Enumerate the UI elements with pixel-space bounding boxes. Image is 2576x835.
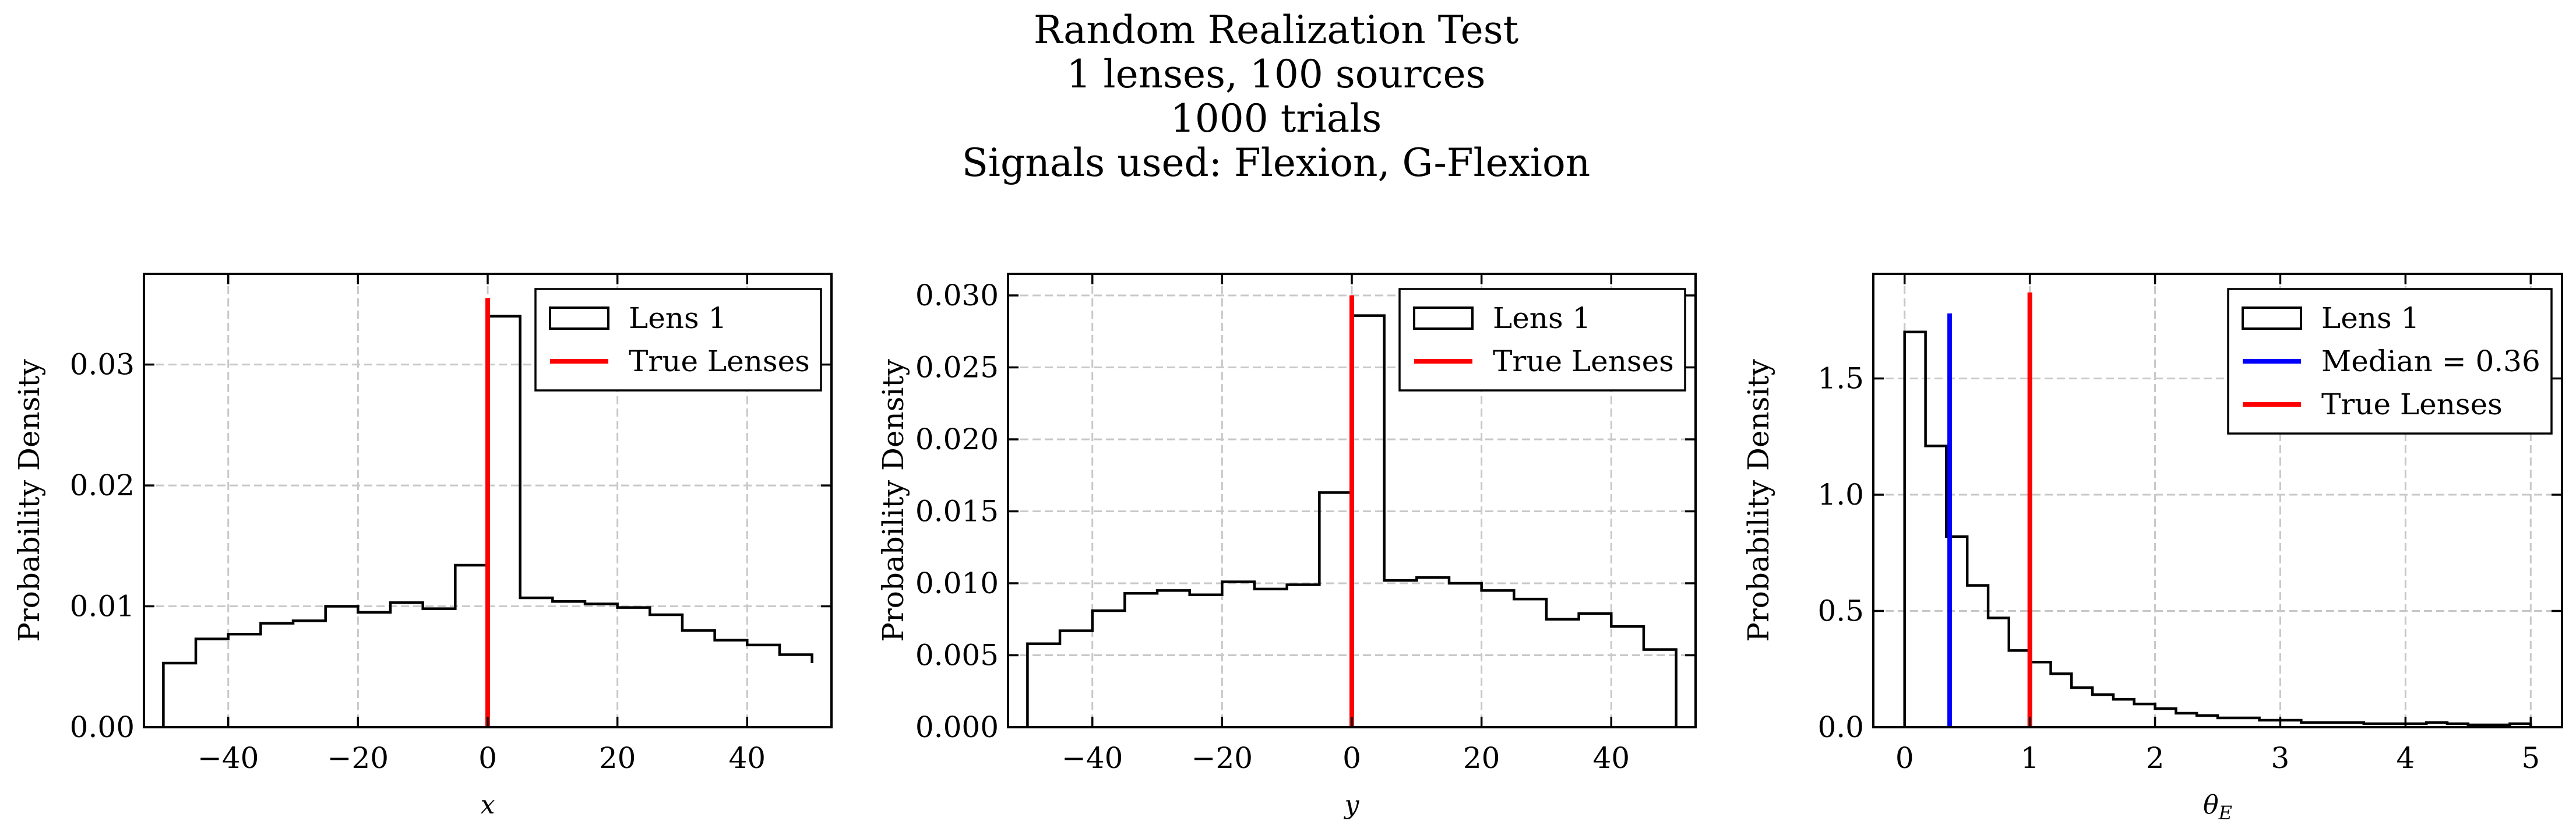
chart-1-ytick-label-3: 0.015	[915, 495, 999, 529]
chart-1-ytick-label-2: 0.010	[915, 566, 999, 600]
chart-2-xtick-label-5: 5	[2521, 741, 2540, 775]
chart-2-xtick-label-4: 4	[2396, 741, 2415, 775]
chart-1-ylabel: Probability Density	[876, 358, 910, 642]
chart-2-ytick-label-3: 1.5	[1817, 362, 1864, 396]
histogram-panel-theta-e: 0 1 2 3 4 5 0.0 0.5 1.0 1.5 θE Probability Density L…	[1742, 273, 2563, 824]
chart-1-legend-label-0: Lens 1	[1493, 301, 1591, 335]
chart-0-xtick-label-2: 0	[478, 741, 497, 775]
chart-2-ytick-label-2: 1.0	[1817, 478, 1864, 512]
chart-0-xtick-label-1: −20	[327, 741, 389, 775]
chart-1-xtick-label-0: −40	[1062, 741, 1123, 775]
chart-2-legend: Lens 1 Median = 0.36 True Lenses	[2227, 288, 2553, 435]
chart-2-axes-frame	[1872, 273, 2563, 728]
chart-1-ytick-label-0: 0.000	[915, 710, 999, 744]
chart-0-legend-label-1: True Lenses	[629, 344, 810, 378]
chart-0-ytick-label-1: 0.01	[70, 590, 135, 623]
chart-0-legend-swatch-0	[549, 306, 609, 330]
chart-1-ytick-label-5: 0.025	[915, 351, 999, 385]
chart-0-xtick-label-3: 20	[599, 741, 636, 775]
chart-1-xtick-label-2: 0	[1342, 741, 1361, 775]
chart-0-ylabel: Probability Density	[12, 358, 46, 642]
chart-0-legend-label-0: Lens 1	[629, 301, 727, 335]
chart-0-ytick-label-0: 0.00	[70, 710, 135, 744]
chart-0-ytick-label-3: 0.03	[70, 348, 135, 382]
chart-2-xtick-label-0: 0	[1895, 741, 1914, 775]
histogram-panel-x: −40 −20 0 20 40 0.00 0.01 0.02 0.03 x Probability …	[12, 273, 833, 820]
chart-0-legend: Lens 1 True Lenses	[534, 288, 822, 392]
chart-1-ytick-label-1: 0.005	[915, 639, 999, 672]
chart-0-ytick-label-2: 0.02	[70, 468, 135, 502]
chart-2-legend-label-0: Lens 1	[2321, 301, 2419, 335]
chart-1-legend-label-1: True Lenses	[1493, 344, 1674, 378]
chart-1-xtick-label-4: 40	[1592, 741, 1630, 775]
figure-title-line-2: 1 lenses, 100 sources	[1067, 52, 1486, 97]
chart-0-xtick-label-4: 40	[728, 741, 766, 775]
chart-1-ytick-label-4: 0.020	[915, 422, 999, 456]
chart-0-xtick-label-0: −40	[198, 741, 259, 775]
chart-2-ytick-label-1: 0.5	[1817, 594, 1864, 628]
chart-2-xtick-label-1: 1	[2021, 741, 2039, 775]
figure-title-line-3: 1000 trials	[1171, 96, 1382, 141]
chart-1-legend-swatch-0	[1413, 306, 1474, 330]
chart-2-xtick-label-3: 3	[2271, 741, 2290, 775]
chart-1-legend-frame	[1398, 288, 1686, 392]
chart-2-histogram-step	[1903, 330, 2532, 727]
chart-1-legend: Lens 1 True Lenses	[1398, 288, 1686, 392]
chart-2-legend-label-2: True Lenses	[2321, 387, 2503, 421]
figure-title-line-1: Random Realization Test	[1034, 8, 1518, 52]
chart-1-xtick-label-1: −20	[1192, 741, 1253, 775]
figure-title: Random Realization Test 1 lenses, 100 so…	[962, 8, 1591, 185]
chart-0-xlabel: x	[481, 790, 495, 820]
chart-0-legend-frame	[534, 288, 822, 392]
chart-1-xtick-label-3: 20	[1463, 741, 1500, 775]
chart-2-xtick-label-2: 2	[2146, 741, 2165, 775]
chart-2-xlabel: θE	[2203, 790, 2232, 824]
chart-2-legend-swatch-0	[2242, 306, 2302, 330]
histogram-panel-y: −40 −20 0 20 40 0.000 0.005 0.010 0.015 0.020 0.02…	[876, 273, 1697, 820]
chart-2-ytick-label-0: 0.0	[1817, 710, 1864, 744]
chart-2-ylabel: Probability Density	[1742, 358, 1775, 642]
chart-1-ytick-label-6: 0.030	[915, 279, 999, 312]
chart-1-xlabel: y	[1344, 790, 1360, 820]
chart-2-legend-label-1: Median = 0.36	[2321, 344, 2540, 378]
figure-title-line-4: Signals used: Flexion, G-Flexion	[962, 140, 1591, 185]
